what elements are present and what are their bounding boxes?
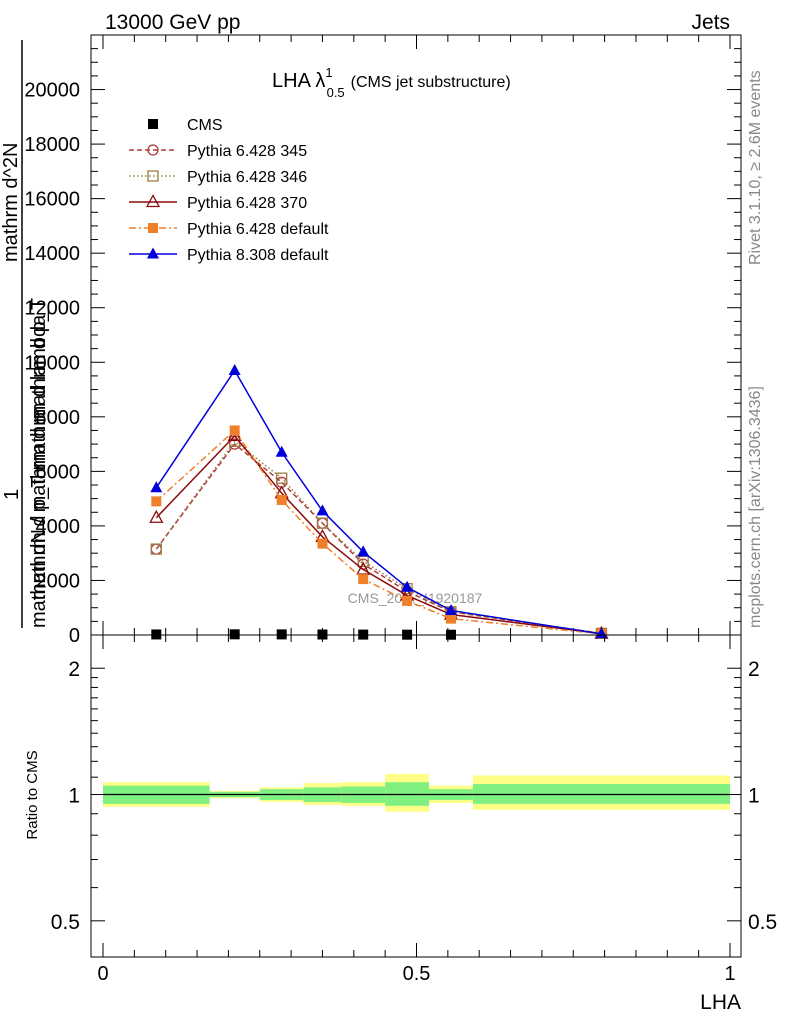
legend-marker [148,119,158,129]
x-tick-label: 0 [97,963,108,985]
ratio-y-tick-label: 0.5 [51,911,80,934]
legend-marker [145,194,161,208]
data-point [316,517,329,529]
series-3 [149,428,609,639]
main-panel: 0 2000 4000 6000 8000 10000 12000 14000 16000 180… [0,34,742,647]
ratio-bands [103,773,730,812]
data-point [150,543,162,555]
main-x-axis-ticks [102,35,731,635]
y-tick-label: 18000 [24,134,80,156]
rivet-version-label: Rivet 3.1.10, ≥ 2.6M events [747,70,764,265]
ratio-y-label: Ratio to CMS [24,750,41,839]
data-point [276,495,287,505]
legend-item: Pythia 6.428 345 [129,143,307,160]
ratio-y-tick-label-right: 2 [748,658,760,681]
mcplots-label: mcplots.cern.ch [arXiv:1306.3436] [747,386,764,628]
x-tick-label: 1 [724,963,735,985]
y-tick-label: 6000 [36,461,81,483]
series-layer [149,363,609,640]
legend-label: CMS [187,117,223,134]
y-tick-label: 0 [69,625,80,647]
legend-item: Pythia 6.428 370 [129,194,307,212]
legend-label: Pythia 6.428 345 [187,143,307,160]
data-point [357,545,370,557]
data-point [317,538,328,549]
legend-marker [147,247,159,259]
y-label-one: 1 [1,489,23,500]
x-axis-label: LHA [700,991,741,1014]
y-label-numerator-2: mathrm d p_T mathrm d lambda [28,314,50,600]
series-2 [150,435,608,640]
legend-label: Pythia 6.428 default [187,221,329,238]
series-4 [151,425,607,639]
analysis-watermark: CMS_20…_I1920187 [348,590,483,606]
data-point [402,595,413,606]
y-label-numerator-1: mathrm d^2N [0,143,22,262]
data-point [276,629,287,640]
title-sub: 0.5 [327,85,345,100]
ratio-x-axis: 0 0.5 1 [97,635,736,985]
y-label-denominator: mathrm dN / mathrm d mathrm d p_T [28,298,50,628]
data-point [316,504,329,516]
ratio-y-tick-label-right: 1 [748,785,760,808]
data-point [276,472,288,484]
ratio-y-axis: 0.5 0.5 1 1 2 2 [51,658,777,934]
data-point [358,574,369,585]
series-line [155,369,602,635]
title-main: LHA λ [272,70,325,92]
main-y-label: 1 mathrm dN / mathrm d mathrm d p_T math… [0,40,50,628]
x-tick-label: 0.5 [403,963,431,985]
data-point [229,629,240,640]
ratio-panel: 0.5 0.51 12 2 0 0.5 1 Ratio to CMS LHA [24,634,777,1014]
legend-label: Pythia 6.428 346 [187,169,307,186]
data-point [401,580,414,592]
ratio-y-tick-label-right: 0.5 [748,911,777,934]
data-point [444,603,457,615]
legend-marker [147,170,159,182]
series-line [155,429,602,635]
data-point [229,425,240,436]
y-tick-label: 4000 [36,516,81,538]
data-point [150,481,163,493]
data-point [228,363,241,375]
legend-marker [147,144,159,156]
legend-item: Pythia 6.428 346 [129,169,307,186]
main-y-axis: 0 2000 4000 6000 8000 10000 12000 14000 16000 180… [24,48,741,647]
title-sup: 1 [325,65,332,80]
data-point [356,561,371,575]
y-tick-label: 12000 [24,298,80,320]
data-point [151,496,162,507]
title-rest: (CMS jet substructure) [351,74,511,91]
ratio-y-tick-label: 1 [68,785,80,808]
y-tick-label: 14000 [24,243,80,265]
ratio-y-tick-label: 2 [68,658,80,681]
y-tick-label: 8000 [36,407,81,429]
data-point [445,613,456,624]
data-point [149,509,164,523]
series-5 [150,363,608,639]
y-tick-label: 2000 [36,570,81,592]
legend-label: Pythia 8.308 default [187,247,329,264]
y-tick-label: 10000 [24,352,80,374]
data-point [151,629,162,640]
y-tick-label: 16000 [24,189,80,211]
y-tick-label: 20000 [24,80,80,102]
legend-item: Pythia 8.308 default [129,247,329,264]
data-point [357,555,369,568]
legend-marker [148,223,158,233]
ratio-inner-band [472,783,730,804]
chart-title: LHA λ1 0.5 (CMS jet substructure) [272,65,511,100]
legend-label: Pythia 6.428 370 [187,195,307,212]
jets-label: Jets [691,11,730,34]
series-line [155,434,602,635]
legend-item: Pythia 6.428 default [129,221,329,238]
legend-item: CMS [148,117,223,134]
legend: CMS Pythia 6.428 345 Pythia 6.428 346 Pythi… [129,117,329,264]
data-point [275,445,288,457]
series-1 [150,438,608,640]
energy-label: 13000 GeV pp [105,11,240,34]
